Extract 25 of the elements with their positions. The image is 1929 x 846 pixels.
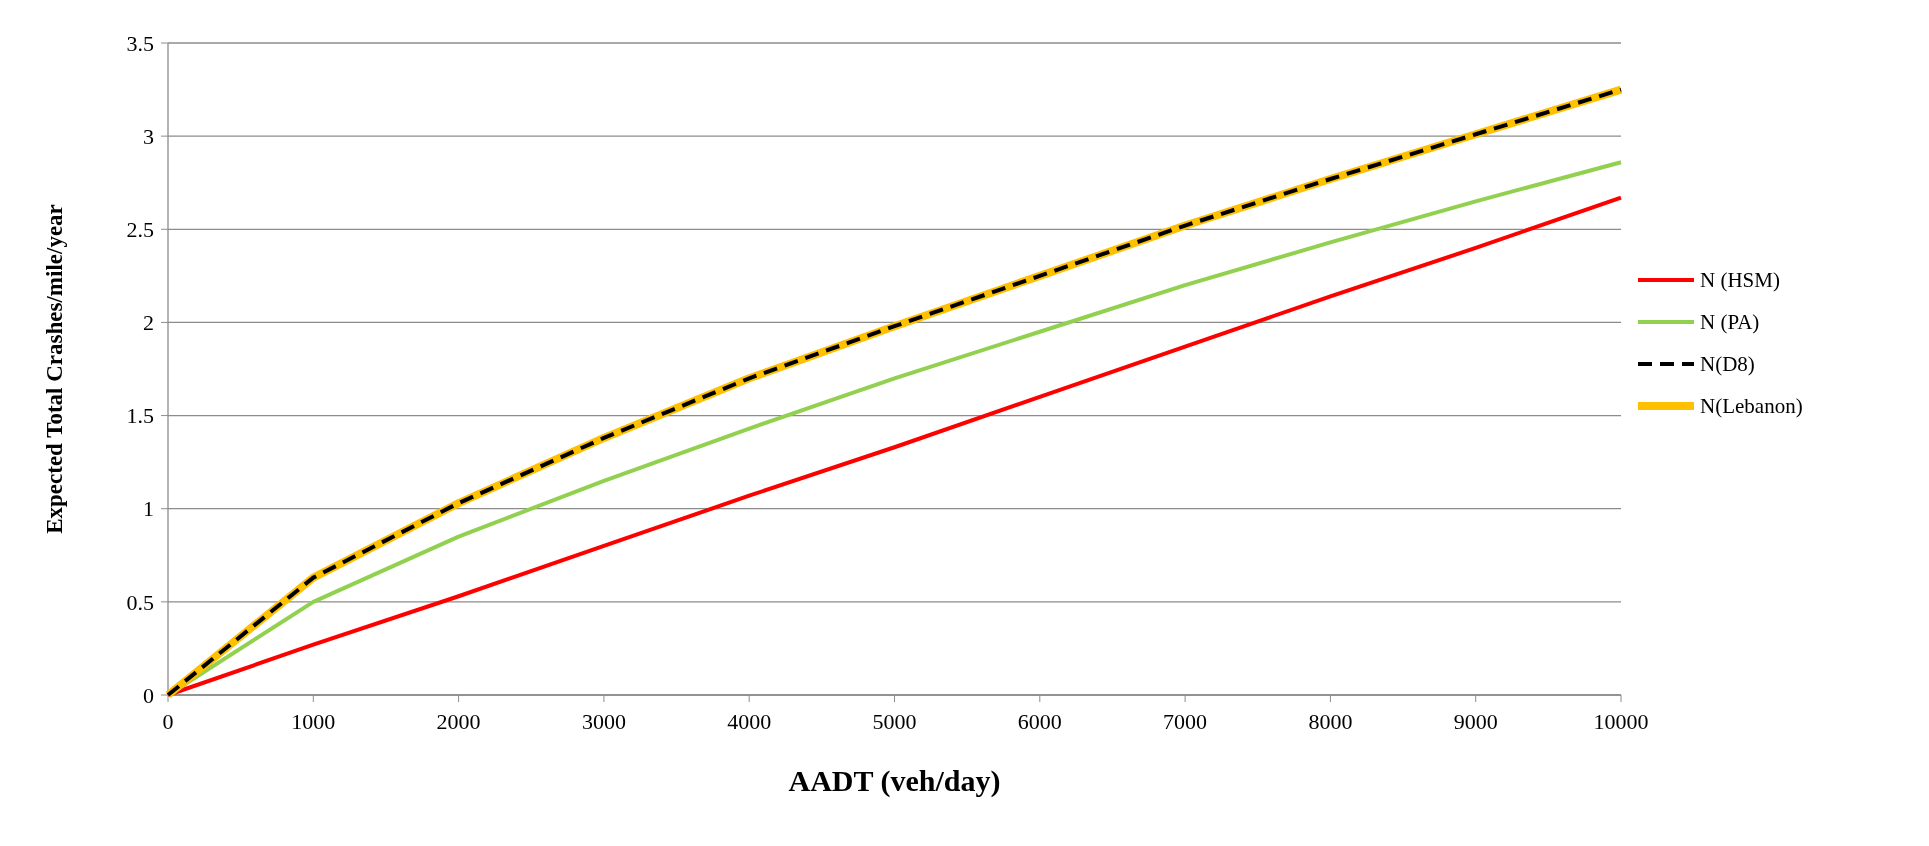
x-tick-label: 1000 <box>291 709 336 734</box>
x-tick-label: 10000 <box>1593 709 1649 734</box>
x-tick-label: 7000 <box>1163 709 1208 734</box>
y-tick-label: 2 <box>143 310 154 336</box>
x-tick-label: 8000 <box>1308 709 1353 734</box>
x-tick-label: 9000 <box>1453 709 1498 734</box>
y-tick-label: 3.5 <box>126 30 154 56</box>
x-tick-label: 3000 <box>581 709 626 734</box>
y-tick-label: 0 <box>143 682 154 708</box>
y-axis-title: Expected Total Crashes/mile/year <box>42 204 67 534</box>
legend-label: N (PA) <box>1700 310 1760 335</box>
y-tick-label: 3 <box>143 123 154 149</box>
x-axis-title: AADT (veh/day) <box>788 764 1001 798</box>
y-tick-label: 1.5 <box>126 403 154 429</box>
legend-label: N(D8) <box>1700 352 1755 377</box>
y-tick-label: 2.5 <box>126 216 154 242</box>
x-tick-label: 6000 <box>1017 709 1062 734</box>
y-tick-label: 0.5 <box>126 589 154 615</box>
x-tick-label: 0 <box>162 709 174 734</box>
x-tick-label: 5000 <box>872 709 917 734</box>
x-tick-label: 2000 <box>436 709 481 734</box>
x-tick-label: 4000 <box>727 709 772 734</box>
legend-label: N(Lebanon) <box>1700 394 1803 419</box>
y-tick-label: 1 <box>143 496 154 522</box>
legend-label: N (HSM) <box>1700 268 1780 293</box>
